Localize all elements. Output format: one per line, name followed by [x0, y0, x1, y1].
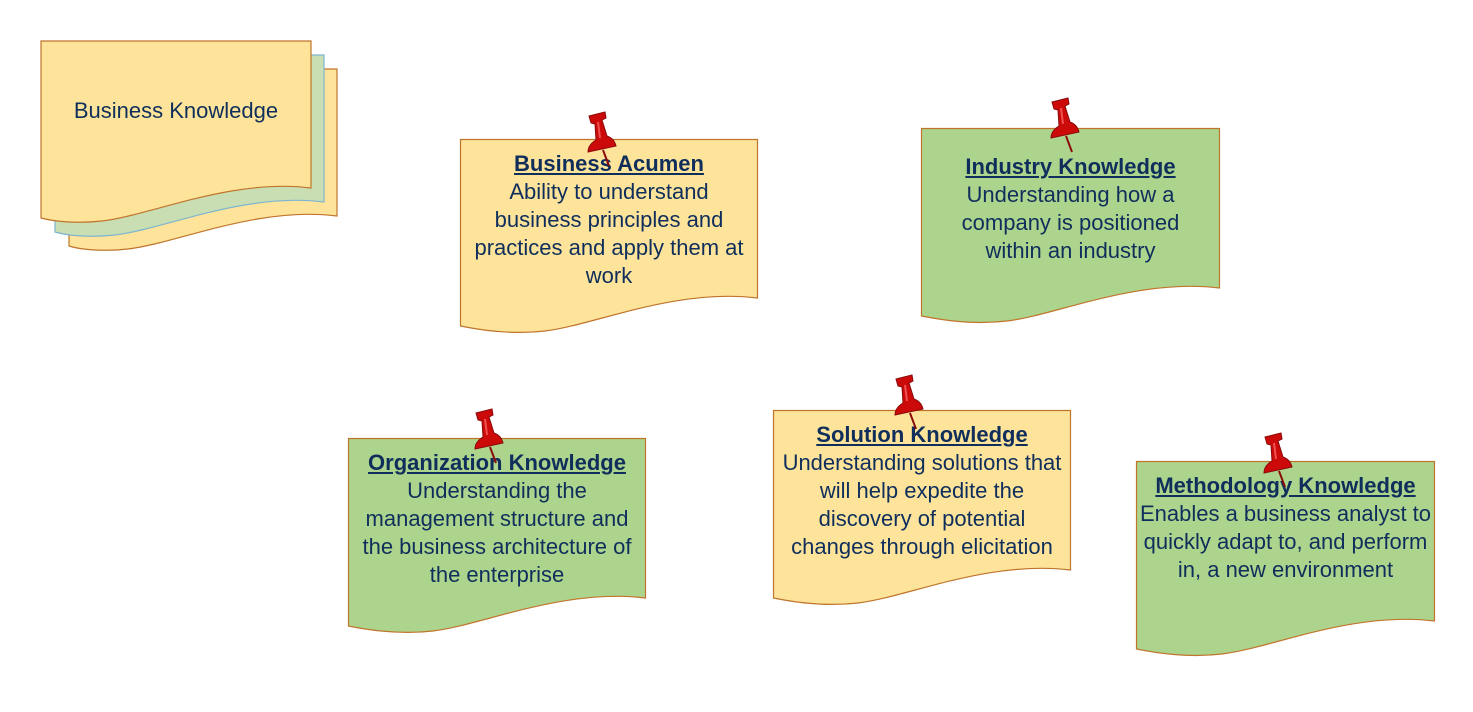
note-body: Understanding how a company is positione…	[961, 182, 1180, 263]
note-methodology-knowledge: Methodology Knowledge Enables a business…	[1139, 472, 1432, 584]
stack-label: Business Knowledge	[73, 98, 279, 123]
note-body: Understanding solutions that will help e…	[782, 450, 1062, 559]
pushpin-icon	[474, 408, 504, 464]
business-knowledge-stack	[40, 40, 338, 251]
note-body: Understanding the management structure a…	[362, 478, 632, 587]
note-business-acumen-shape	[459, 138, 759, 334]
note-business-acumen: Business Acumen Ability to understand bu…	[470, 150, 748, 290]
note-organization-knowledge: Organization Knowledge Understanding the…	[352, 449, 642, 589]
note-methodology-knowledge-shape	[1135, 460, 1436, 657]
note-solution-knowledge: Solution Knowledge Understanding solutio…	[777, 421, 1067, 561]
note-title: Organization Knowledge	[368, 450, 626, 475]
stack-front-sheet	[40, 40, 312, 223]
pushpin-icon	[1263, 432, 1293, 488]
note-body: Enables a business analyst to quickly ad…	[1139, 501, 1432, 582]
note-body: Ability to understand business principle…	[474, 179, 744, 288]
pushpin-icon	[587, 111, 617, 167]
note-industry-knowledge: Industry Knowledge Understanding how a c…	[931, 153, 1210, 265]
note-industry-knowledge-shape	[920, 127, 1221, 324]
note-title: Solution Knowledge	[816, 422, 1028, 447]
note-solution-knowledge-shape	[772, 409, 1072, 606]
note-title: Industry Knowledge	[965, 154, 1176, 179]
pushpin-icon	[894, 374, 924, 430]
pushpin-icon	[1050, 97, 1080, 153]
note-organization-knowledge-shape	[347, 437, 647, 634]
